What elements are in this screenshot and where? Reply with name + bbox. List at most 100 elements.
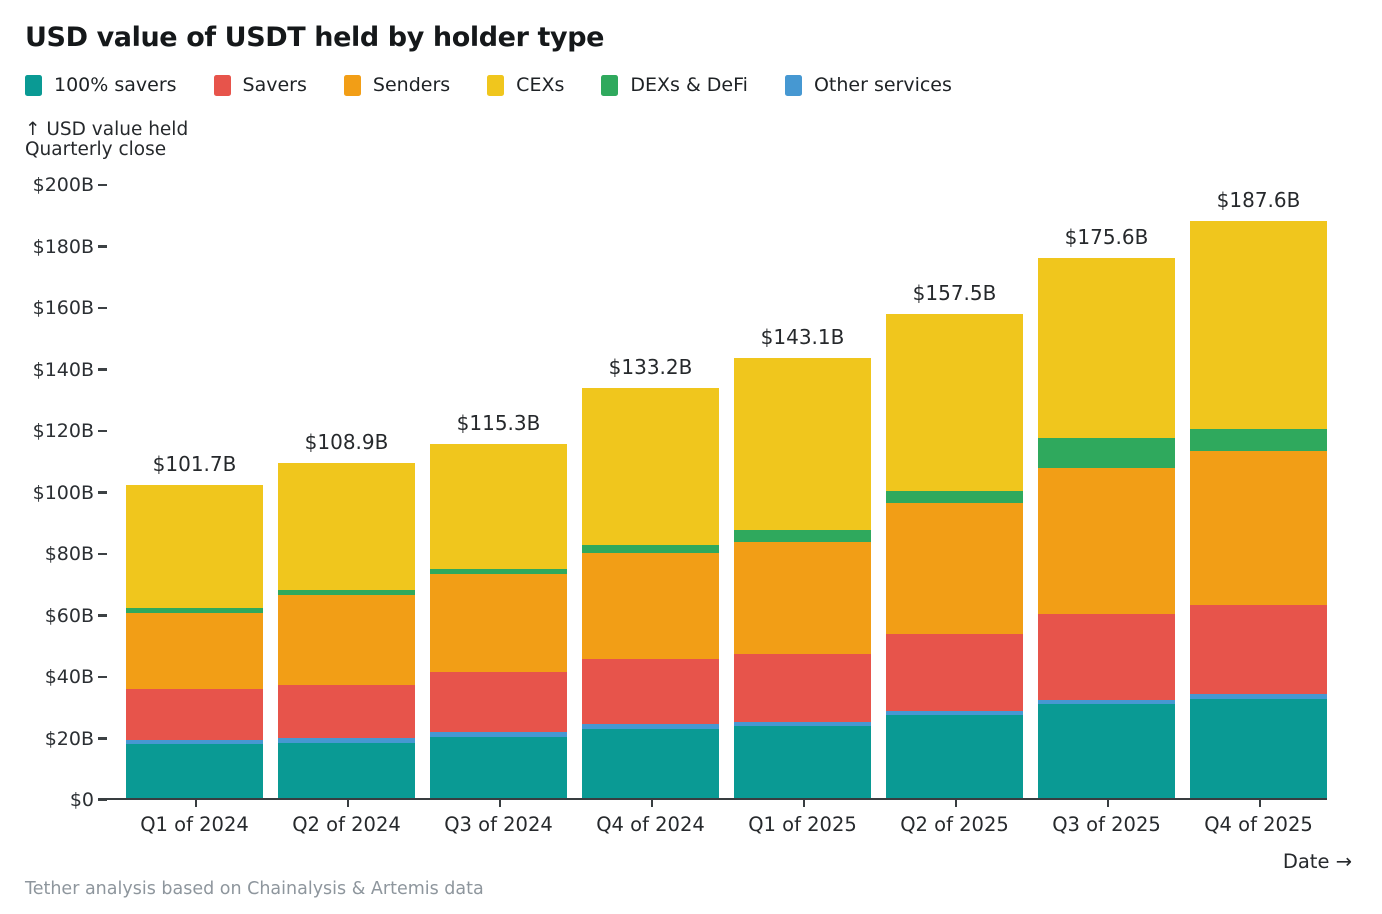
bar-segment-100-savers [886, 714, 1023, 798]
legend-item-other-services: Other services [784, 74, 952, 96]
bar-segment-100-savers [582, 728, 719, 798]
bar-segment-savers [1190, 605, 1327, 695]
bar-segment-dexs-defi [430, 568, 567, 574]
y-tick-label: $180B [32, 235, 94, 258]
x-axis-title: Date → [1282, 850, 1352, 873]
legend-item-100-savers: 100% savers [25, 74, 177, 96]
bar-q3-of-2024: $115.3B [430, 410, 567, 798]
bar-total-label: $133.2B [608, 355, 693, 380]
bar-q2-of-2024: $108.9B [278, 430, 415, 798]
legend-item-savers: Savers [213, 74, 307, 96]
y-tick-mark [98, 245, 107, 248]
legend-swatch-cexs [487, 74, 505, 96]
bar-total-label: $143.1B [760, 325, 845, 349]
bar-segment-other-services [886, 710, 1023, 715]
bar-segment-savers [582, 658, 719, 725]
y-tick-180b: $180B [32, 235, 107, 259]
plot-area: $101.7B $108.9B $115.3B $133.2B $143.1B $157.… [98, 185, 1327, 800]
bar-segment-100-savers [430, 736, 567, 798]
legend-swatch-savers [213, 74, 231, 96]
legend-swatch-senders [343, 74, 361, 96]
bar-q4-of-2024: $133.2B [582, 355, 719, 798]
bar-segment-dexs-defi [1190, 429, 1327, 452]
y-tick-mark [98, 491, 107, 494]
bar-segment-dexs-defi [886, 490, 1023, 503]
bar-segment-savers [126, 689, 263, 740]
legend-swatch-100-savers [25, 74, 42, 96]
bar-segment-100-savers [278, 742, 415, 798]
bar-segment-cexs [430, 443, 567, 569]
legend-label: CEXs [516, 74, 565, 96]
legend-item-senders: Senders [343, 74, 451, 96]
bar-q3-of-2025: $175.6B [1038, 225, 1175, 798]
legend-item-cexs: CEXs [487, 74, 564, 96]
bar-q1-of-2024: $101.7B [126, 452, 263, 798]
page-title: USD value of USDT held by holder type [25, 22, 605, 53]
y-tick-label: $0 [69, 789, 94, 811]
bar-segment-savers [886, 633, 1023, 711]
bar-segment-savers [430, 671, 567, 732]
bar-segment-savers [1038, 613, 1175, 700]
bar-segment-senders [886, 502, 1023, 634]
y-tick-0: $0 [69, 788, 107, 812]
y-tick-mark [98, 368, 107, 371]
chart: $200B $180B $160B $140B $120B $100B $80B $60B $4… [25, 174, 1352, 811]
bar-q2-of-2025: $157.5B [886, 281, 1023, 798]
x-label-q1-of-2025: Q1 of 2025 [734, 800, 871, 836]
y-tick-mark [98, 552, 107, 555]
y-tick-80b: $80B [45, 542, 107, 566]
bar-segment-cexs [126, 485, 263, 608]
bar-segment-dexs-defi [734, 529, 871, 542]
bar-segment-cexs [1038, 258, 1175, 439]
bar-segment-other-services [430, 731, 567, 737]
x-label-q2-of-2025: Q2 of 2025 [886, 800, 1023, 836]
bar-segment-senders [1190, 451, 1327, 606]
bar-segment-dexs-defi [278, 589, 415, 595]
y-tick-20b: $20B [44, 727, 107, 751]
bar-segment-other-services [1038, 699, 1175, 704]
legend: 100% savers Savers Senders CEXs DEXs & DeFi O… [25, 74, 1352, 96]
x-label-q4-of-2025: Q4 of 2025 [1190, 800, 1327, 836]
y-tick-label: $100B [32, 481, 94, 504]
y-tick-label: $200B [32, 174, 94, 196]
bar-segment-senders [278, 594, 415, 685]
x-label-q3-of-2024: Q3 of 2024 [430, 800, 567, 836]
bar-segment-senders [582, 552, 719, 659]
bar-segment-other-services [734, 721, 871, 727]
bar-segment-other-services [278, 738, 415, 743]
bar-total-label: $101.7B [152, 452, 237, 477]
bar-segment-other-services [582, 724, 719, 729]
x-label-q2-of-2024: Q2 of 2024 [278, 800, 415, 836]
legend-label: Senders [372, 74, 451, 96]
y-tick-120b: $120B [32, 419, 107, 443]
bar-segment-dexs-defi [582, 544, 719, 553]
bar-segment-100-savers [126, 744, 263, 798]
source-note: Tether analysis based on Chainalysis & A… [25, 879, 484, 899]
bar-total-label: $108.9B [304, 430, 389, 455]
bar-segment-cexs [734, 358, 871, 530]
y-tick-label: $60B [44, 604, 94, 627]
y-tick-label: $20B [44, 727, 94, 750]
legend-label: 100% savers [54, 74, 177, 96]
bar-q4-of-2025: $187.6B [1190, 188, 1327, 798]
bar-segment-cexs [582, 388, 719, 545]
y-tick-60b: $60B [44, 604, 107, 628]
y-tick-label: $140B [32, 358, 94, 381]
y-tick-mark [98, 737, 107, 740]
y-tick-label: $160B [32, 297, 94, 319]
bar-total-label: $115.3B [456, 410, 541, 435]
y-tick-label: $120B [32, 420, 94, 442]
bar-q1-of-2025: $143.1B [734, 325, 871, 798]
bar-segment-savers [278, 684, 415, 739]
y-axis-note: ↑ USD value held Quarterly close [25, 120, 1352, 160]
legend-label: Savers [242, 74, 307, 96]
x-axis: Q1 of 2024 Q2 of 2024 Q3 of 2024 Q4 of 2024… [98, 800, 1327, 836]
bar-total-label: $187.6B [1216, 188, 1301, 213]
bar-segment-cexs [1190, 221, 1327, 430]
legend-label: DEXs & DeFi [630, 74, 748, 96]
bar-segment-100-savers [1190, 698, 1327, 798]
y-axis-note-line1: ↑ USD value held [25, 119, 189, 140]
y-tick-100b: $100B [32, 481, 107, 505]
bar-segment-senders [430, 573, 567, 672]
